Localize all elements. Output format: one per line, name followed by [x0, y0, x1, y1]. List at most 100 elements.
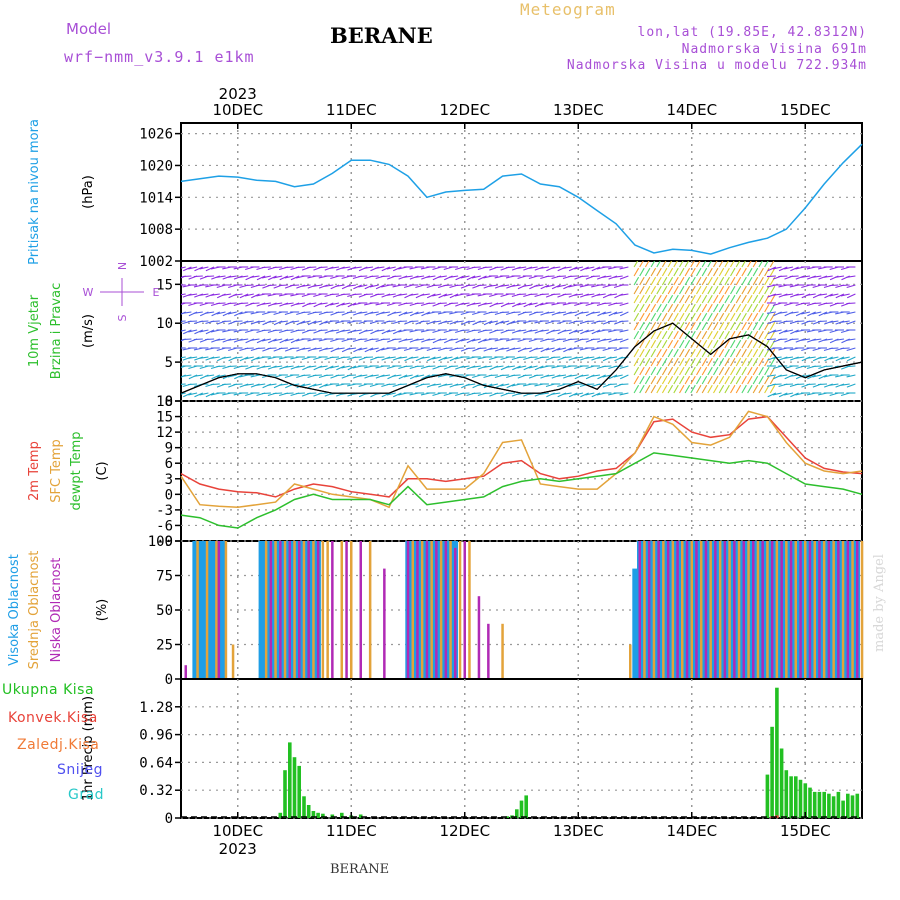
wind-barb [420, 383, 430, 386]
wind-barb [358, 275, 368, 278]
wind-barb [840, 320, 850, 323]
wind-barb [752, 321, 759, 331]
bar-cloud_mid [662, 541, 665, 679]
wind-barb [829, 293, 839, 297]
wind-barb [551, 293, 561, 296]
wind-barb [216, 365, 226, 368]
wind-barb [713, 294, 719, 304]
wind-barb [713, 267, 719, 277]
wind-barb [205, 266, 215, 272]
wind-barb [222, 383, 232, 386]
y-tick-label: 0.64 [139, 755, 173, 771]
wind-barb [398, 311, 408, 317]
wind-barb [488, 311, 498, 314]
wind-barb [690, 285, 696, 295]
wind-barb [846, 320, 856, 325]
wind-barb [392, 392, 402, 398]
wind-barb [769, 375, 776, 385]
wind-barb [392, 266, 402, 272]
wind-barb [730, 339, 736, 349]
wind-barb [239, 302, 249, 305]
wind-barb [639, 294, 645, 304]
wind-barb [807, 311, 816, 317]
wind-barb [730, 375, 736, 385]
wind-barb [205, 338, 215, 341]
wind-barb [574, 266, 584, 270]
wind-barb [656, 357, 662, 367]
wind-barb [656, 339, 662, 349]
wind-barb [363, 293, 374, 296]
wind-barb [545, 338, 555, 341]
bar-cloud_low [406, 541, 410, 679]
wind-barb [718, 330, 725, 340]
wind-barb [650, 330, 657, 340]
wind-barb [707, 375, 713, 385]
wind-barb [713, 321, 719, 331]
wind-barb [182, 329, 192, 335]
wind-barb [181, 356, 186, 359]
wind-barb [268, 338, 277, 344]
wind-barb [596, 293, 606, 296]
wind-barb [495, 383, 504, 389]
y-tick-label: 0 [165, 487, 173, 503]
wind-barb [222, 293, 232, 296]
wind-barb [608, 356, 618, 359]
y-tick-label: 15 [156, 277, 173, 293]
wind-barb [840, 284, 850, 287]
legend-item: Snijeg [57, 762, 103, 778]
wind-barb [347, 284, 357, 287]
wind-barb [661, 357, 668, 367]
wind-barb [369, 347, 379, 351]
bar-cloud_high [220, 541, 227, 679]
wind-barb [667, 294, 674, 304]
wind-barb [735, 366, 742, 376]
wind-barb [528, 302, 538, 306]
wind-barb [556, 374, 567, 377]
wind-barb [574, 392, 584, 396]
wind-barb [268, 275, 277, 281]
bar-cloud_low [856, 541, 859, 679]
wind-barb [639, 276, 645, 286]
wind-barb [835, 275, 845, 278]
wind-barb [329, 293, 340, 296]
wind-barb [364, 347, 374, 353]
wind-barb [701, 384, 708, 394]
wind-barb [296, 320, 306, 326]
wind-barb [562, 329, 572, 332]
bar-precip_total [292, 757, 297, 818]
wind-barb [795, 383, 805, 386]
bar-cloud_high [206, 541, 213, 679]
wind-barb [783, 383, 794, 386]
time-label-bottom: 15DEC [780, 822, 831, 840]
wind-barb [181, 320, 186, 322]
wind-barb [318, 365, 328, 368]
wind-barb [523, 365, 533, 371]
y-tick-label: -6 [156, 518, 173, 534]
wind-barb [772, 356, 782, 359]
wind-barb [673, 384, 679, 394]
wind-barb [772, 383, 782, 386]
y-tick-label: 1020 [139, 158, 173, 174]
wind-barb [352, 266, 362, 269]
bar-precip_total [505, 816, 510, 818]
wind-barb [633, 294, 640, 304]
wind-barb [488, 347, 498, 350]
wind-barb [778, 392, 788, 398]
wind-barb [386, 329, 396, 333]
wind-barb [735, 261, 741, 268]
wind-barb [477, 320, 487, 323]
wind-barb [633, 384, 640, 394]
wind-barb [619, 338, 629, 343]
wind-barb [290, 383, 300, 386]
wind-barb [769, 285, 776, 295]
wind-barb [420, 356, 430, 359]
wind-barb [591, 374, 601, 377]
wind-barb [216, 374, 226, 378]
wind-barb [724, 276, 730, 286]
wind-barb [764, 276, 770, 286]
wind-barb [846, 383, 856, 388]
legend-item: Konvek.Kisa [8, 710, 98, 726]
wind-barb [471, 266, 481, 269]
wind-barb [639, 348, 645, 358]
